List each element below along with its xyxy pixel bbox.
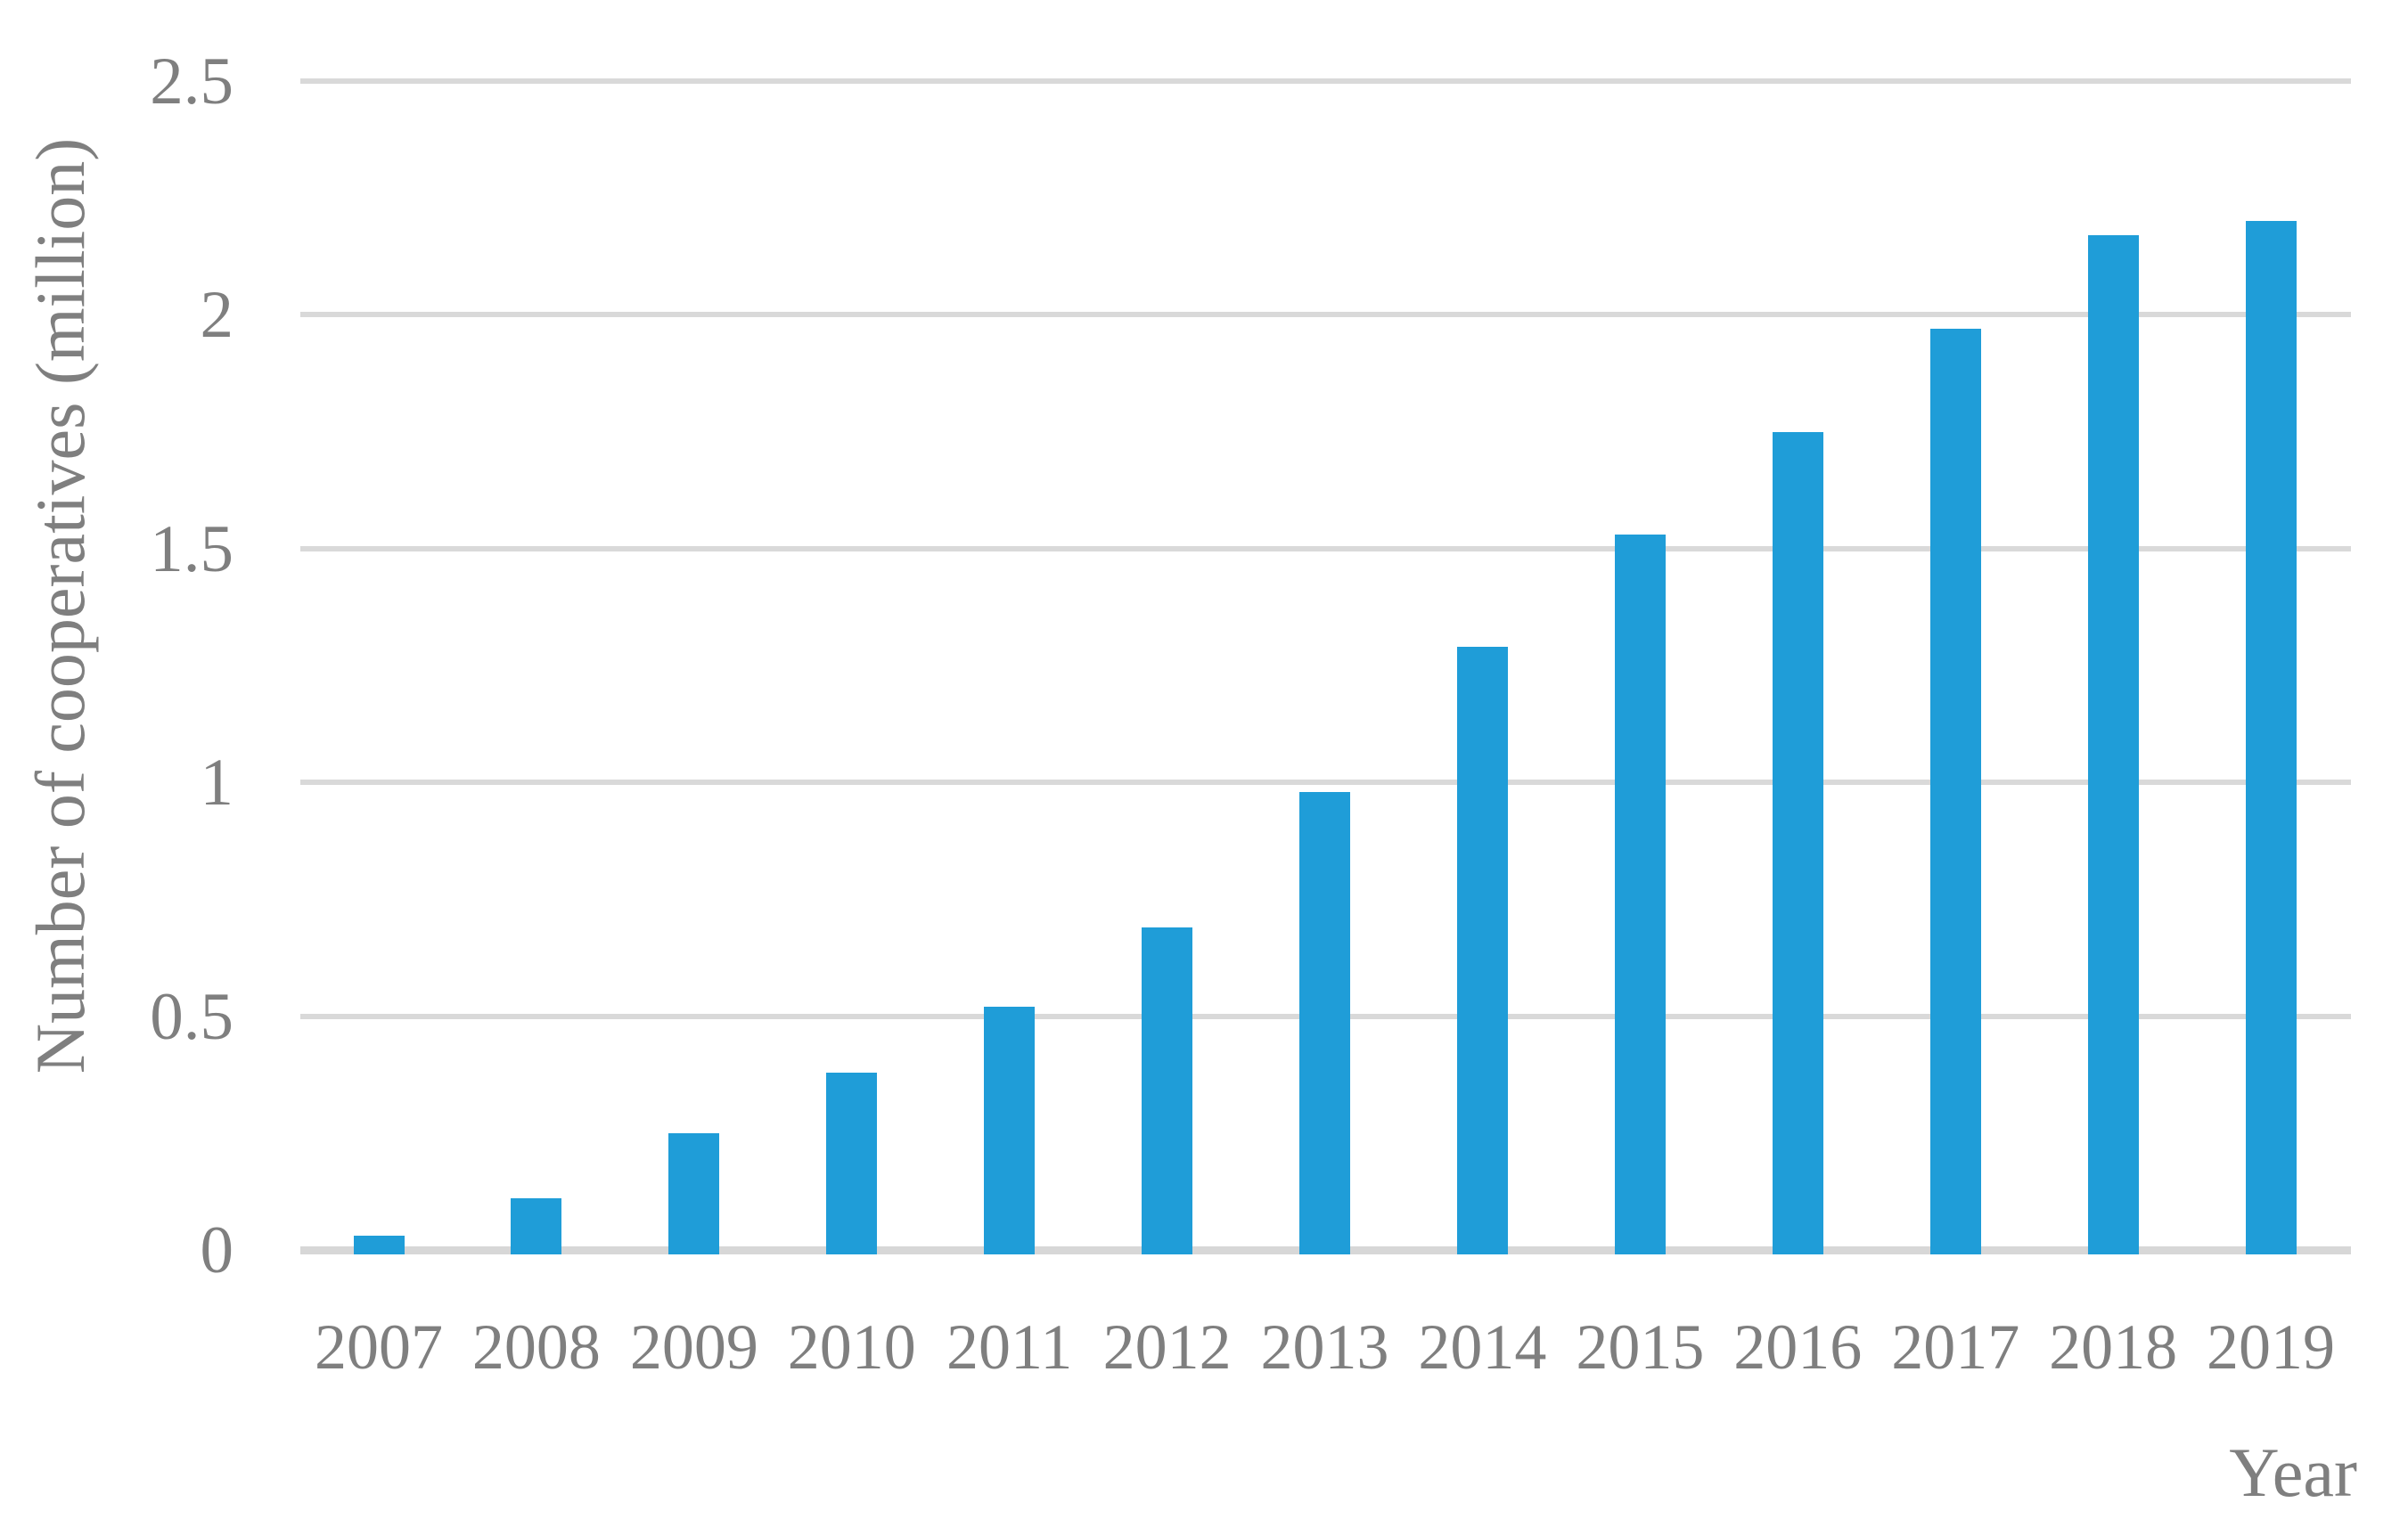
gridline-2.5 (300, 78, 2351, 84)
x-tick-label-2018: 2018 (2049, 1311, 2178, 1383)
y-tick-label-1.5: 1.5 (150, 511, 233, 586)
y-axis-title: Number of cooperatives (million) (21, 137, 99, 1074)
y-tick-label-2.5: 2.5 (150, 45, 233, 118)
gridline-1 (300, 780, 2351, 786)
y-tick-label-1: 1 (200, 746, 234, 821)
gridline-1.5 (300, 545, 2351, 551)
x-tick-label-2016: 2016 (1733, 1311, 1863, 1383)
bar-2014 (1456, 647, 1508, 1254)
bar-2018 (2087, 235, 2139, 1254)
bar-2011 (984, 1007, 1036, 1254)
x-tick-label-2009: 2009 (629, 1311, 758, 1383)
x-tick-label-2015: 2015 (1576, 1311, 1705, 1383)
y-tick-label-0.5: 0.5 (150, 979, 233, 1054)
x-tick-label-2019: 2019 (2207, 1311, 2336, 1383)
bar-2010 (826, 1072, 878, 1254)
x-tick-label-2014: 2014 (1418, 1311, 1547, 1383)
bar-2008 (511, 1198, 562, 1254)
y-tick-label-0: 0 (200, 1213, 234, 1287)
x-tick-label-2013: 2013 (1260, 1311, 1389, 1383)
y-tick-label-2: 2 (200, 278, 234, 353)
x-tick-label-2007: 2007 (314, 1311, 443, 1383)
x-tick-label-2012: 2012 (1102, 1311, 1232, 1383)
x-tick-label-2010: 2010 (787, 1311, 916, 1383)
bar-2009 (668, 1132, 720, 1254)
bar-2013 (1299, 791, 1351, 1254)
x-tick-label-2017: 2017 (1891, 1311, 2020, 1383)
bar-2007 (353, 1236, 405, 1254)
bar-2016 (1772, 431, 1823, 1254)
bar-2017 (1929, 329, 1981, 1254)
bar-2015 (1614, 535, 1666, 1254)
x-tick-label-2011: 2011 (946, 1311, 1073, 1383)
x-axis-title: Year (2229, 1433, 2357, 1511)
gridline-2 (300, 312, 2351, 318)
bar-2012 (1142, 927, 1193, 1254)
x-tick-label-2008: 2008 (471, 1311, 601, 1383)
bar-2019 (2245, 221, 2297, 1254)
